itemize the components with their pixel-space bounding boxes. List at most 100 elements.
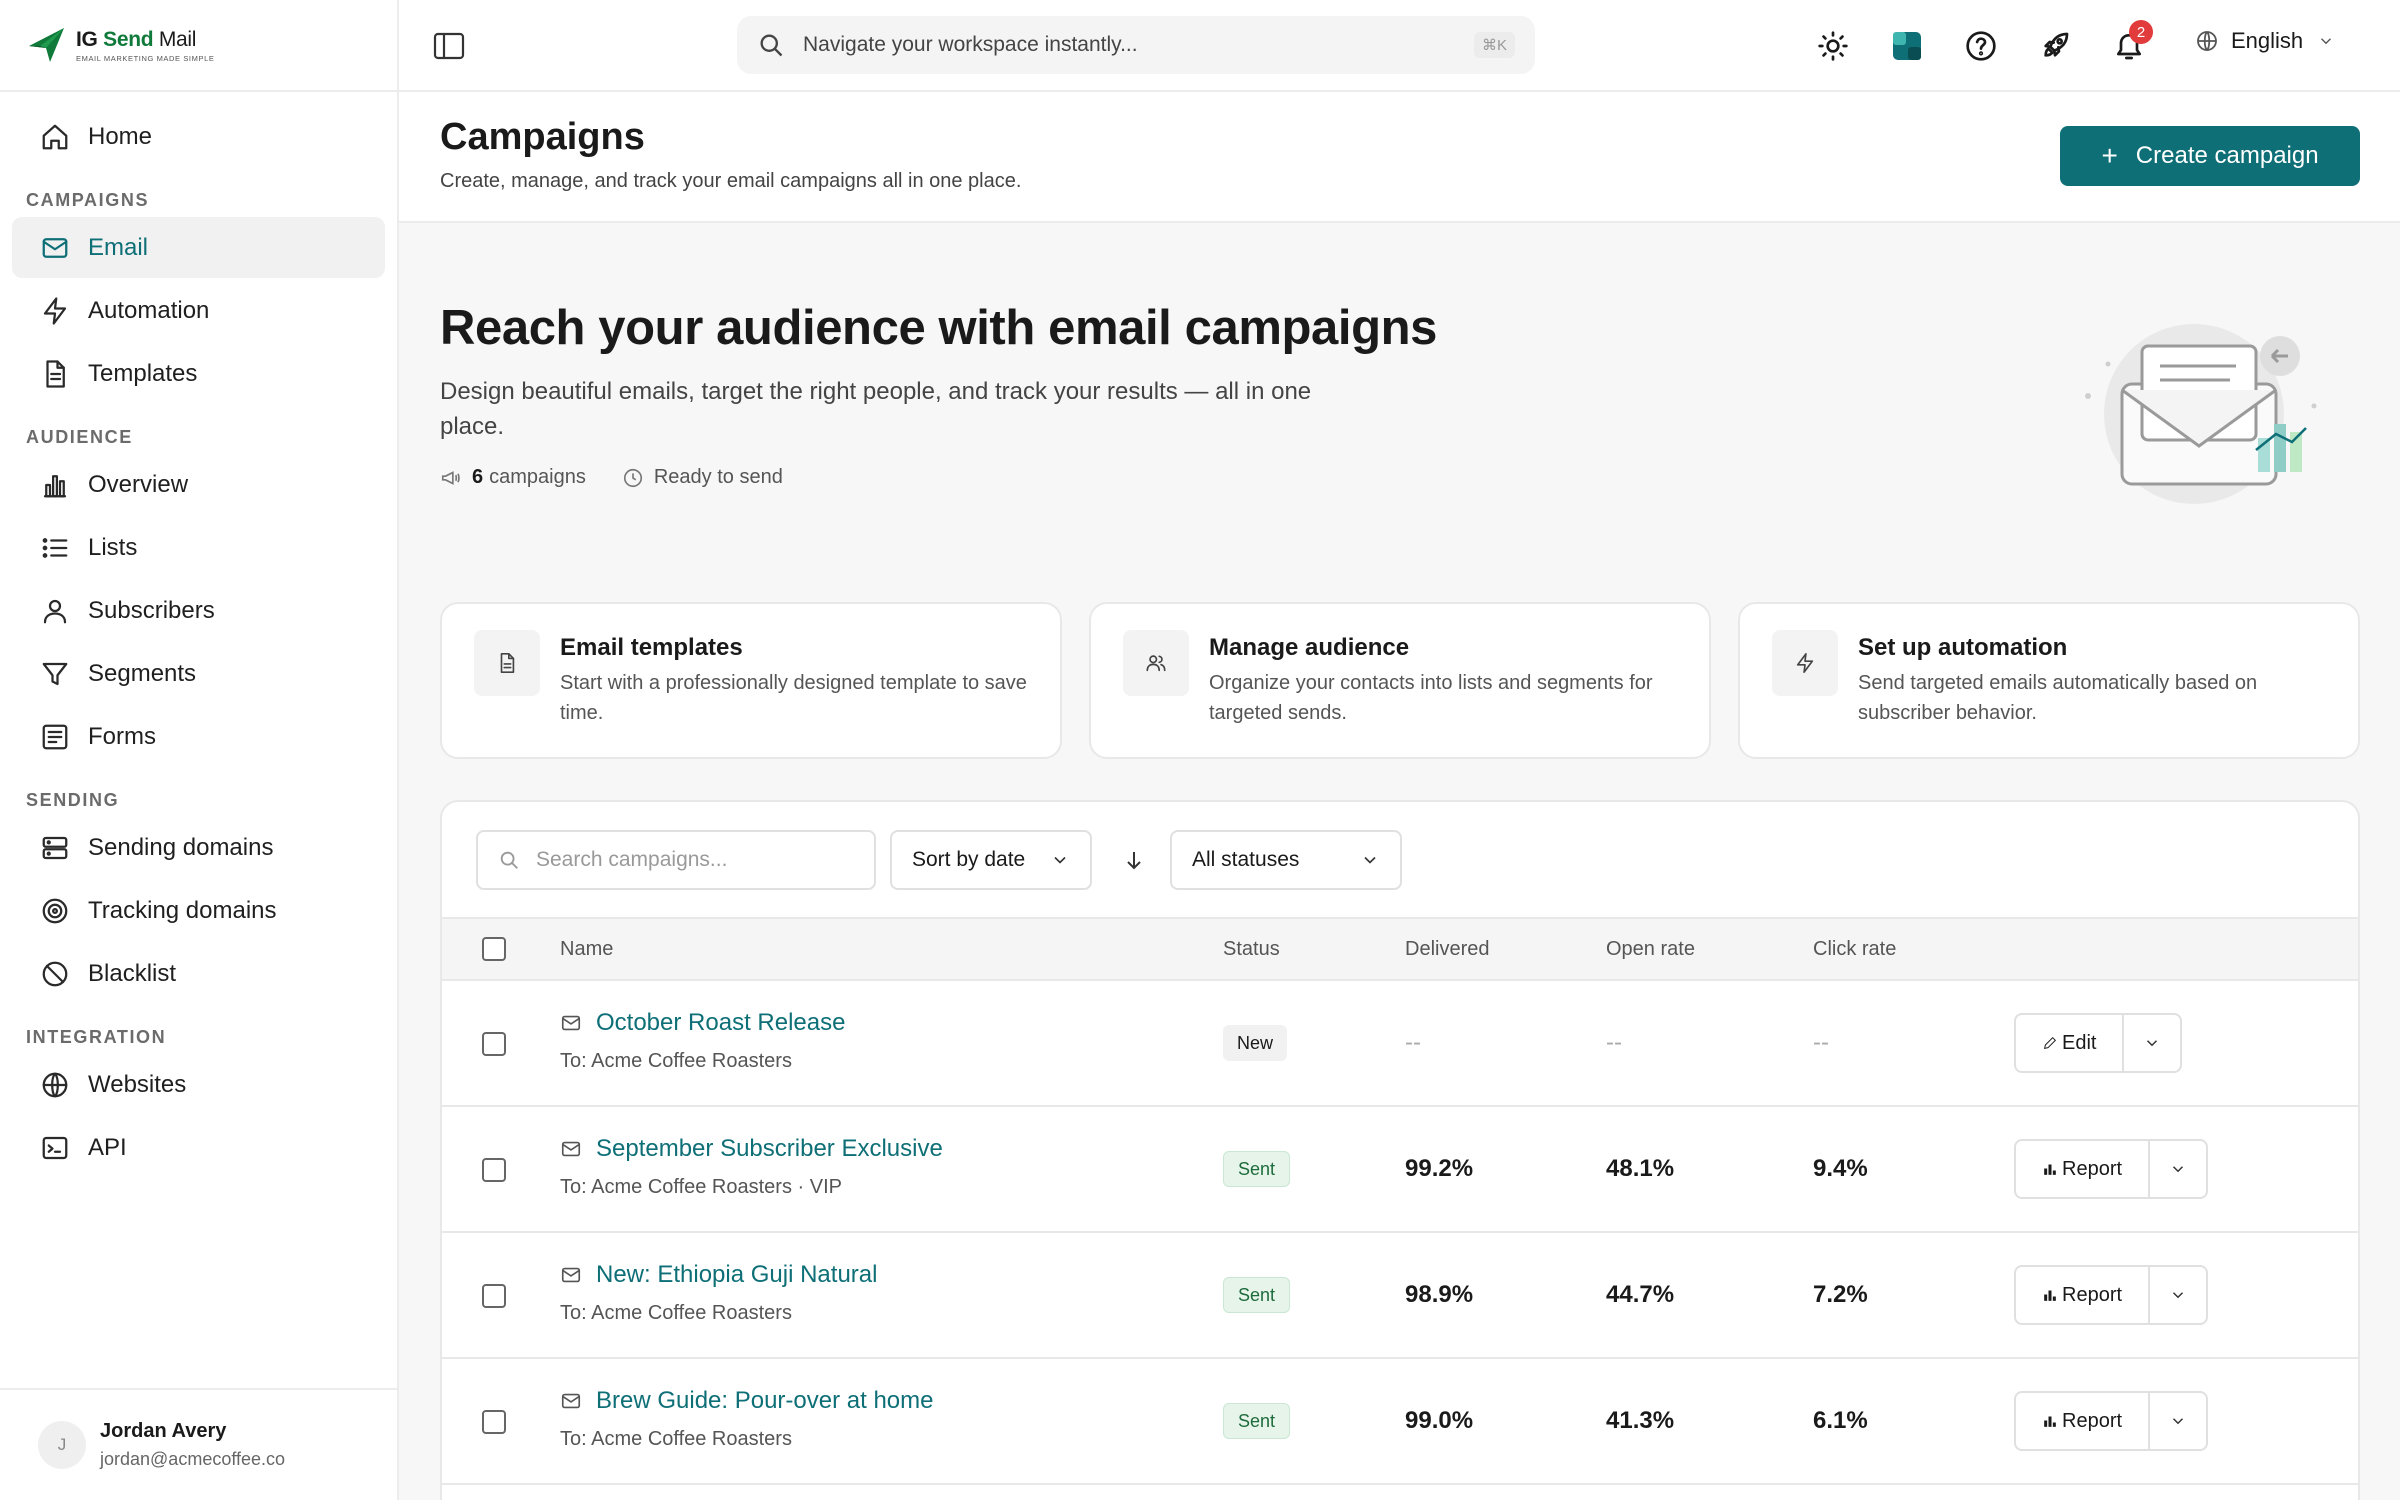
sort-direction-button[interactable] xyxy=(1112,830,1156,890)
sidebar-item-sending-domains[interactable]: Sending domains xyxy=(12,817,385,878)
sidebar-item-label: Templates xyxy=(88,359,198,387)
header-click-rate[interactable]: Click rate xyxy=(1813,937,1897,960)
sidebar-item-tracking-domains[interactable]: Tracking domains xyxy=(12,880,385,941)
report-button[interactable]: Report xyxy=(2016,1393,2151,1449)
form-icon xyxy=(42,724,68,749)
status-badge: Sent xyxy=(1223,1403,1291,1439)
card-set-up-automation[interactable]: Set up automation Send targeted emails a… xyxy=(1738,602,2360,759)
section-campaigns: CAMPAIGNS xyxy=(26,190,150,210)
row-menu-button[interactable] xyxy=(2150,1141,2206,1197)
row-checkbox[interactable] xyxy=(482,1410,506,1434)
global-search[interactable]: Navigate your workspace instantly... ⌘K xyxy=(737,16,1535,74)
card-icon-box xyxy=(1123,630,1189,696)
sidebar-item-overview[interactable]: Overview xyxy=(12,454,385,515)
list-icon xyxy=(42,537,68,558)
delivered-value: 99.2% xyxy=(1405,1155,1474,1182)
sidebar-item-blacklist[interactable]: Blacklist xyxy=(12,943,385,1004)
status-badge: Sent xyxy=(1223,1151,1291,1187)
campaigns-panel: Search campaigns... Sort by date All sta… xyxy=(440,800,2360,1500)
sort-select[interactable]: Sort by date xyxy=(890,829,1092,890)
edit-button[interactable]: Edit xyxy=(2016,1015,2125,1071)
campaign-name-link[interactable]: Brew Guide: Pour-over at home xyxy=(560,1387,934,1415)
status-filter-select[interactable]: All statuses xyxy=(1170,829,1402,890)
chevron-down-icon xyxy=(2147,1040,2158,1047)
sidebar-item-label: Blacklist xyxy=(88,959,177,987)
open-rate-value: 48.1% xyxy=(1606,1155,1675,1182)
header-delivered[interactable]: Delivered xyxy=(1405,937,1490,960)
click-rate-value: -- xyxy=(1813,1029,1829,1056)
shortcut-hint: ⌘K xyxy=(1473,32,1515,58)
pencil-icon xyxy=(2044,1036,2057,1049)
open-rate-value: -- xyxy=(1606,1029,1622,1056)
card-description: Start with a professionally designed tem… xyxy=(560,672,1027,724)
mail-icon xyxy=(561,1267,581,1283)
card-icon-box xyxy=(474,630,540,696)
section-sending: SENDING xyxy=(26,790,120,810)
hero-meta: 6 campaigns Ready to send xyxy=(440,466,2360,489)
delivered-value: 98.9% xyxy=(1405,1281,1474,1308)
header-status[interactable]: Status xyxy=(1223,937,1280,960)
campaign-name: New: Ethiopia Guji Natural xyxy=(596,1261,878,1288)
sidebar-item-segments[interactable]: Segments xyxy=(12,643,385,704)
target-icon xyxy=(42,898,68,923)
report-button[interactable]: Report xyxy=(2016,1267,2151,1323)
row-checkbox[interactable] xyxy=(482,1284,506,1308)
help-icon xyxy=(1966,31,1996,61)
create-campaign-button[interactable]: + Create campaign xyxy=(2060,126,2360,186)
clock-icon xyxy=(623,468,642,487)
sidebar-item-automation[interactable]: Automation xyxy=(12,280,385,341)
card-email-templates[interactable]: Email templates Start with a professiona… xyxy=(440,602,1062,759)
sidebar-item-email[interactable]: Email xyxy=(12,217,385,278)
theme-toggle-button[interactable] xyxy=(1813,26,1853,66)
delivered-value: 99.0% xyxy=(1405,1407,1474,1434)
document-icon xyxy=(500,653,515,673)
sidebar-item-api[interactable]: API xyxy=(12,1117,385,1178)
language-selector[interactable]: English xyxy=(2195,28,2335,54)
campaign-recipients: To: Acme Coffee Roasters xyxy=(560,1302,792,1324)
header-open-rate[interactable]: Open rate xyxy=(1606,937,1695,960)
row-menu-button[interactable] xyxy=(2150,1267,2206,1323)
avatar: J xyxy=(38,1421,86,1469)
sidebar-item-templates[interactable]: Templates xyxy=(12,343,385,404)
row-checkbox[interactable] xyxy=(482,1158,506,1182)
card-title: Manage audience xyxy=(1209,634,1410,661)
launch-button[interactable] xyxy=(2035,26,2075,66)
sidebar-item-label: Email xyxy=(88,233,149,261)
mail-icon xyxy=(42,237,68,258)
row-menu-button[interactable] xyxy=(2150,1393,2206,1449)
plus-icon: + xyxy=(2101,140,2118,171)
server-icon xyxy=(42,836,68,859)
select-all-checkbox[interactable] xyxy=(482,937,506,961)
page-header: Campaigns Create, manage, and track your… xyxy=(399,92,2400,223)
user-profile[interactable]: J Jordan Avery jordan@acmecoffee.co xyxy=(0,1388,397,1500)
campaign-name-link[interactable]: New: Ethiopia Guji Natural xyxy=(560,1261,877,1289)
row-checkbox[interactable] xyxy=(482,1032,506,1056)
card-manage-audience[interactable]: Manage audience Organize your contacts i… xyxy=(1089,602,1711,759)
section-integration: INTEGRATION xyxy=(26,1027,167,1047)
sidebar-item-lists[interactable]: Lists xyxy=(12,517,385,578)
campaign-search-placeholder: Search campaigns... xyxy=(536,847,728,871)
campaign-name-link[interactable]: September Subscriber Exclusive xyxy=(560,1135,943,1163)
campaign-search-input[interactable]: Search campaigns... xyxy=(476,829,876,890)
bar-chart-icon xyxy=(2044,1290,2056,1301)
report-button[interactable]: Report xyxy=(2016,1141,2151,1197)
campaign-name-link[interactable]: October Roast Release xyxy=(560,1009,845,1037)
row-menu-button[interactable] xyxy=(2124,1015,2180,1071)
sidebar-item-label: Tracking domains xyxy=(88,896,277,924)
sidebar-item-home[interactable]: Home xyxy=(12,106,385,167)
notifications-button[interactable]: 2 xyxy=(2109,20,2153,66)
sidebar-item-websites[interactable]: Websites xyxy=(12,1054,385,1115)
header-name[interactable]: Name xyxy=(560,937,614,960)
brand-logo[interactable]: IG Send Mail EMAIL MARKETING MADE SIMPLE xyxy=(0,0,397,92)
hero-section: Reach your audience with email campaigns… xyxy=(440,300,2360,489)
sidebar-item-subscribers[interactable]: Subscribers xyxy=(12,580,385,641)
campaign-count: 6 xyxy=(472,466,484,488)
sidebar-item-forms[interactable]: Forms xyxy=(12,706,385,767)
help-button[interactable] xyxy=(1961,26,2001,66)
app-switcher-button[interactable] xyxy=(1887,26,1927,66)
sidebar-item-label: Subscribers xyxy=(88,596,215,624)
bar-chart-icon xyxy=(43,474,67,497)
sidebar-item-label: Automation xyxy=(88,296,210,324)
sidebar-toggle-icon[interactable] xyxy=(433,31,465,61)
home-icon xyxy=(42,124,68,149)
